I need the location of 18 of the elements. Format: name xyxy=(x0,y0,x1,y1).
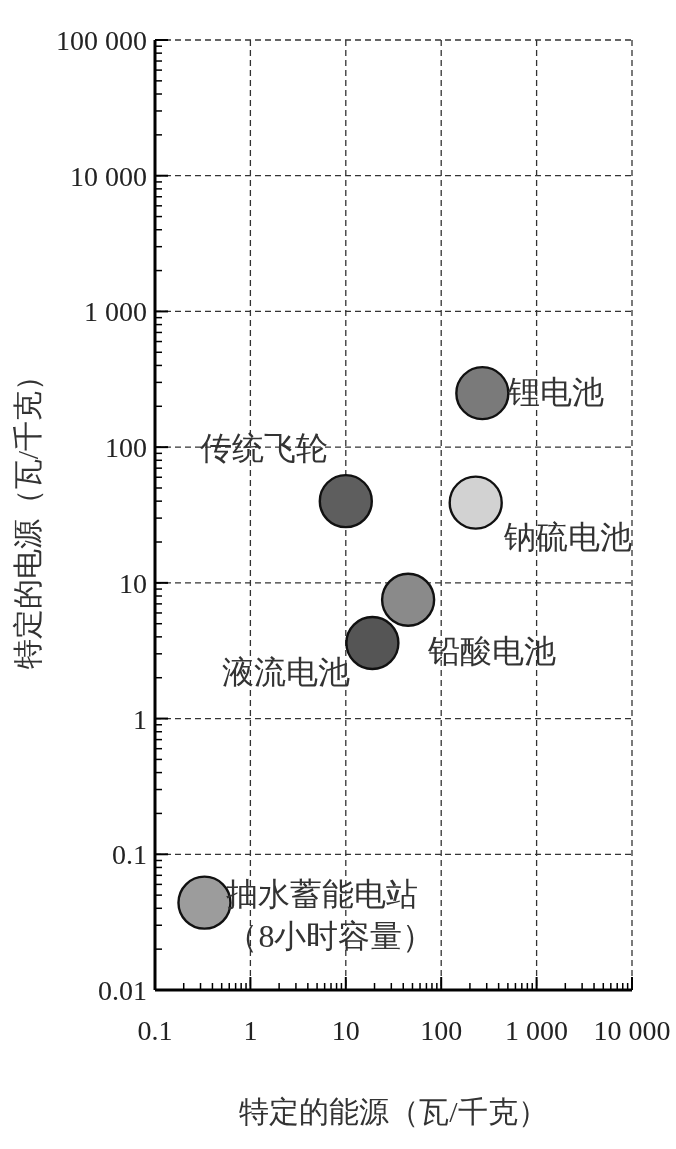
y-tick-label: 10 000 xyxy=(70,160,147,192)
x-tick-label: 1 000 xyxy=(505,1015,569,1046)
y-tick-label: 10 xyxy=(119,567,147,599)
y-axis-title: 特定的电源（瓦/千克） xyxy=(11,360,44,670)
y-tick-label: 1 000 xyxy=(84,296,147,328)
x-tick-label: 1 xyxy=(243,1015,258,1046)
x-tick-label: 100 xyxy=(420,1015,463,1046)
y-tick-label: 100 000 xyxy=(56,25,147,56)
series-label: 铅酸电池 xyxy=(427,632,557,669)
x-axis-title: 特定的能源（瓦/千克） xyxy=(239,1095,548,1128)
y-tick-label: 1 xyxy=(133,703,147,735)
y-tick-label: 0.01 xyxy=(98,975,147,1006)
y-tick-label: 100 xyxy=(105,432,147,464)
series-label: 钠硫电池 xyxy=(502,518,632,555)
y-tick-label: 0.1 xyxy=(112,839,147,871)
x-tick-label: 10 xyxy=(331,1015,360,1046)
x-tick-label: 10 000 xyxy=(593,1015,671,1046)
series-label: 液流电池 xyxy=(222,654,351,691)
